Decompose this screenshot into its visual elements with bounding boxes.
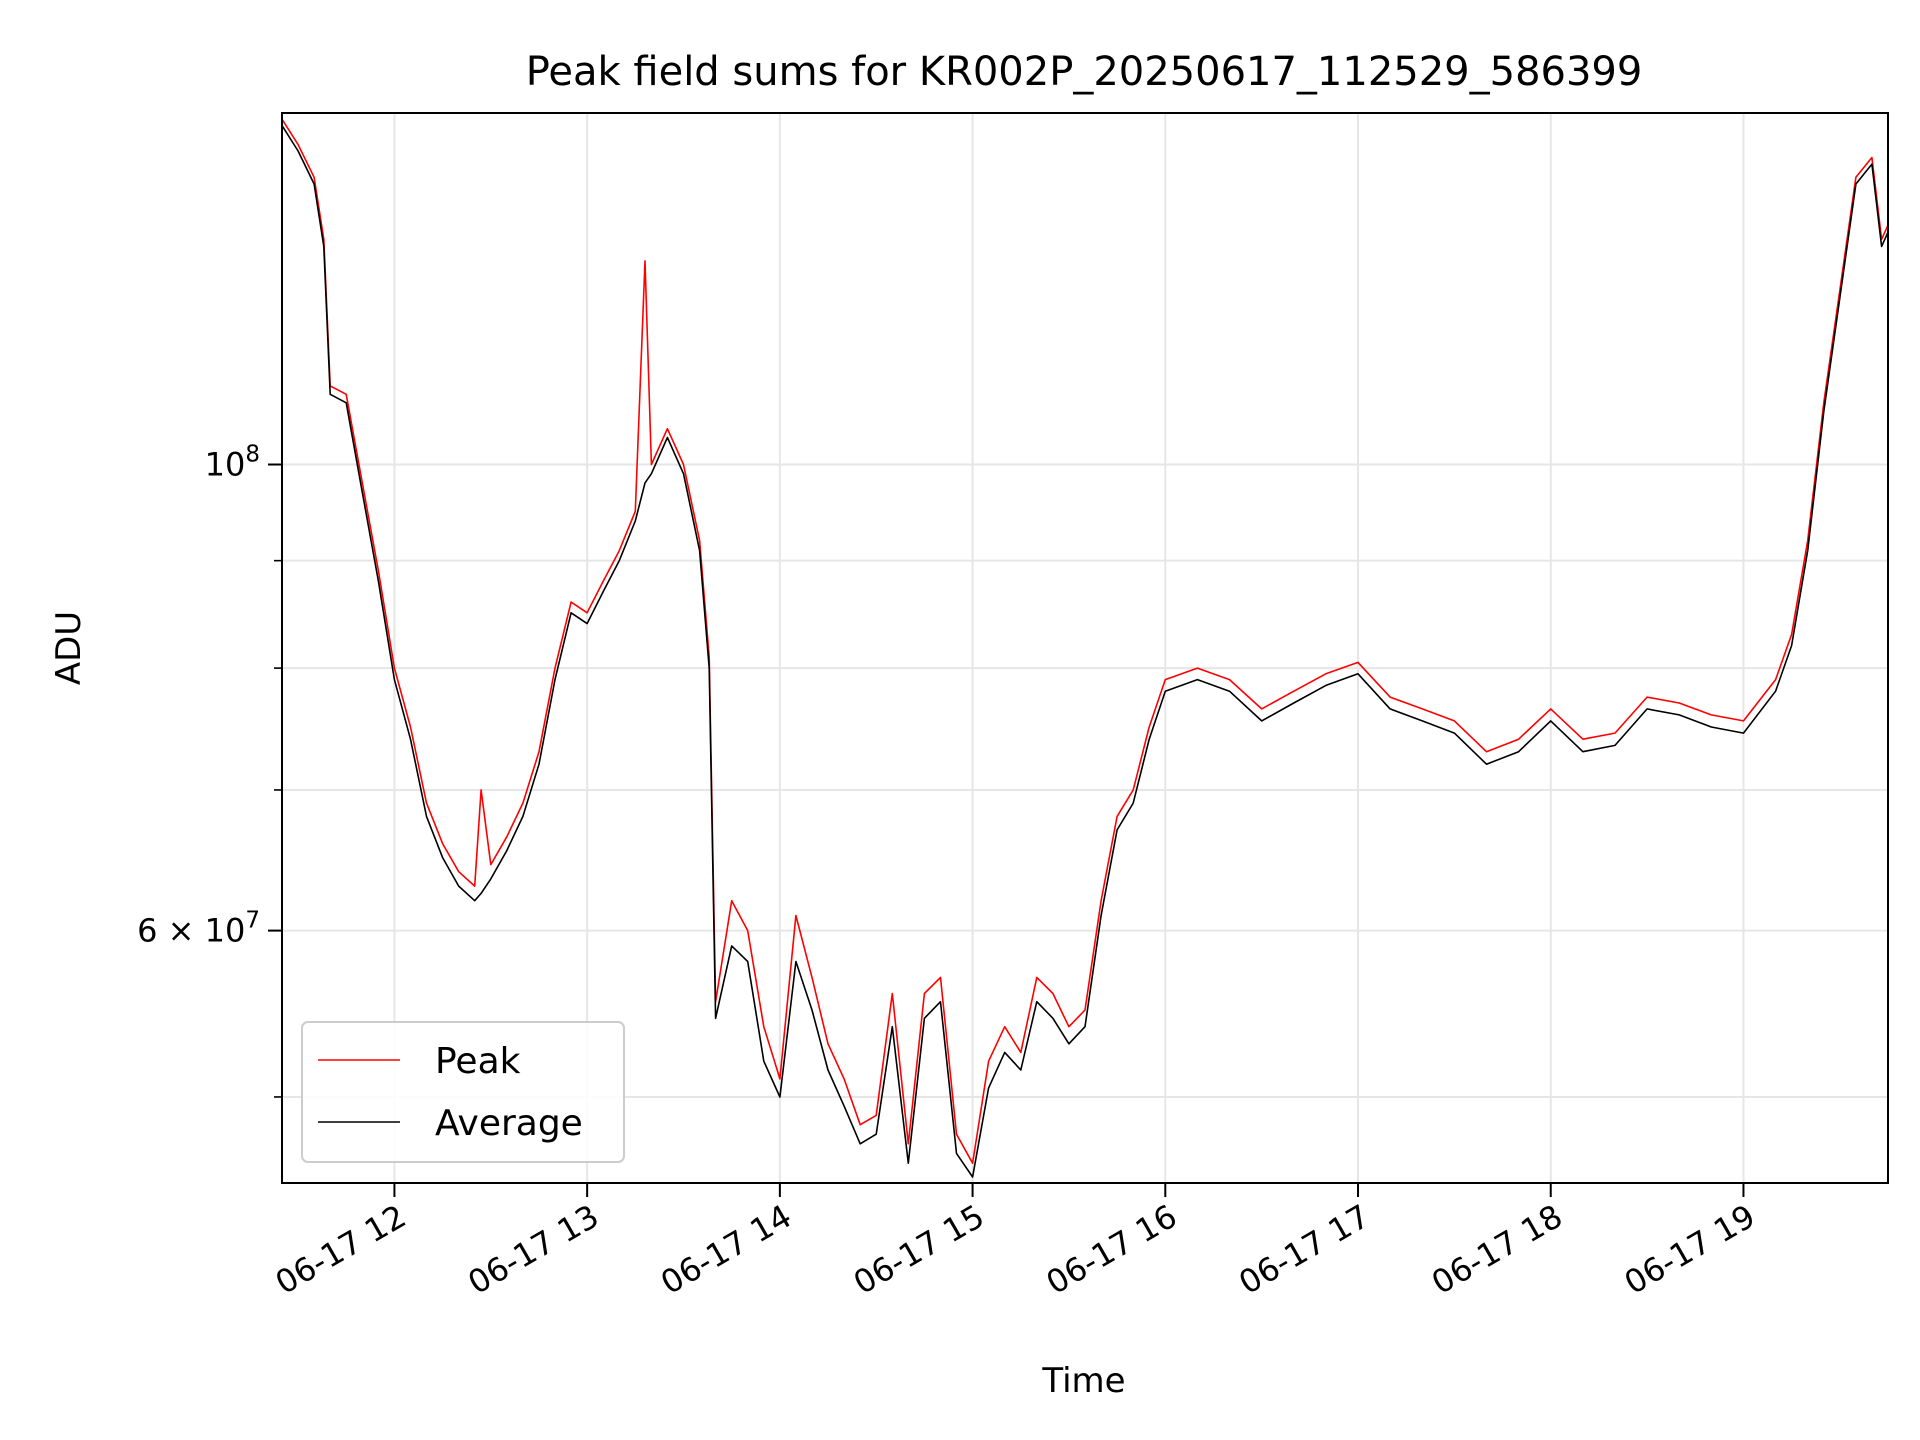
x-axis-label: Time: [1041, 1361, 1125, 1401]
legend-label-peak: Peak: [435, 1041, 521, 1082]
y-axis-label: ADU: [49, 611, 89, 685]
legend-label-average: Average: [435, 1103, 583, 1144]
series-line-average: [281, 125, 1889, 1178]
chart-title: Peak field sums for KR002P_20250617_1125…: [526, 49, 1643, 95]
grid-layer: [282, 113, 1888, 1183]
legend-box: [301, 1021, 625, 1163]
y-tick-label: 6 × 107: [137, 908, 260, 950]
plot-frame: [281, 112, 1889, 1184]
y-tick-label: 108: [205, 442, 260, 484]
legend: Peak Average: [301, 1021, 625, 1163]
series-layer: [281, 118, 1889, 1178]
series-line-peak: [281, 118, 1889, 1164]
y-axis: 108 6 × 107: [137, 442, 282, 1098]
